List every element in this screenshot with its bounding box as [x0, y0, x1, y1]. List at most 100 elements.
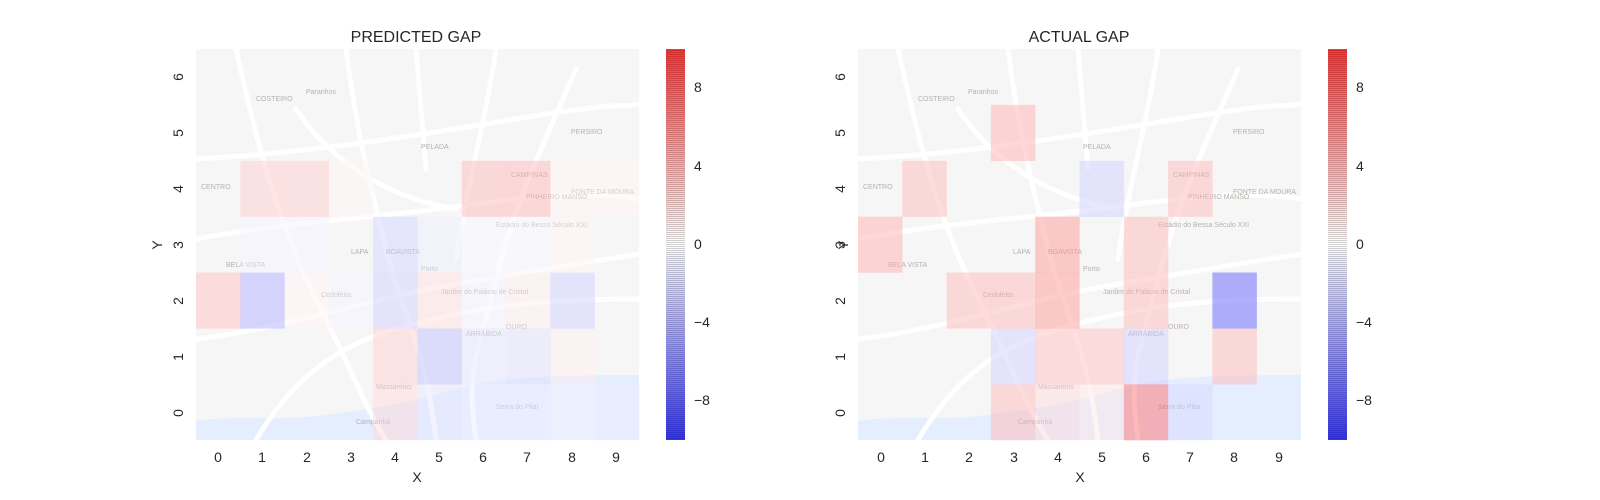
- x-tick-label: 3: [347, 449, 355, 465]
- colorbar-tick-label: −8: [1356, 392, 1372, 408]
- y-tick-label: 1: [832, 353, 848, 361]
- heatmap-cell: [328, 384, 374, 441]
- heatmap-cell: [858, 104, 903, 162]
- heatmap-cell: [990, 216, 1036, 273]
- heatmap-cell: [1123, 104, 1169, 162]
- x-tick-label: 5: [435, 449, 443, 465]
- heatmap-cell: [858, 272, 903, 329]
- heatmap-cell: [1079, 160, 1125, 217]
- x-tick-label: 8: [568, 449, 576, 465]
- heatmap-cell: [328, 104, 374, 162]
- y-tick-label: 0: [170, 409, 186, 417]
- heatmap-cell: [1035, 49, 1080, 106]
- heatmap-cell: [328, 49, 374, 106]
- heatmap-cell: [373, 272, 418, 329]
- x-tick-label: 6: [479, 449, 487, 465]
- map-label: Campanhã: [356, 419, 390, 426]
- colorbar-tick-label: 4: [694, 158, 702, 174]
- actual-y-axis-label: Y: [835, 240, 851, 250]
- map-label: LAPA: [1013, 249, 1031, 256]
- heatmap-cell: [946, 216, 992, 273]
- heatmap-cell: [196, 49, 241, 106]
- heatmap-cell: [284, 384, 330, 441]
- heatmap-cell: [550, 216, 595, 273]
- y-tick-label: 5: [170, 129, 186, 137]
- actual-y-ticks: 0 1 2 3 4 5 6: [832, 73, 848, 417]
- predicted-x-ticks: 0 1 2 3 4 5 6 7 8 9: [214, 449, 620, 465]
- y-tick-label: 0: [832, 409, 848, 417]
- heatmap-cell: [1256, 216, 1302, 273]
- heatmap-cell: [196, 160, 241, 217]
- heatmap-cell: [1123, 160, 1169, 217]
- colorbar-hatch: [666, 49, 685, 440]
- heatmap-cell: [550, 104, 595, 162]
- map-label: Estádio do Bessa Século XXI: [1158, 222, 1249, 229]
- heatmap-cell: [373, 328, 418, 385]
- heatmap-cell: [1212, 104, 1257, 162]
- heatmap-cell: [946, 160, 992, 217]
- heatmap-cell: [1168, 384, 1213, 441]
- map-label: PINHEIRO MANSO: [1188, 194, 1250, 201]
- colorbar-tick-label: 8: [1356, 79, 1364, 95]
- x-tick-label: 2: [965, 449, 973, 465]
- heatmap-cell: [858, 49, 903, 106]
- map-label: CENTRO: [863, 184, 893, 191]
- heatmap-cell: [550, 384, 595, 441]
- heatmap-cell: [990, 49, 1036, 106]
- map-road: [413, 46, 429, 172]
- actual-colorbar: 8 4 0 −4 −8: [1328, 49, 1372, 440]
- map-label: COSTEIRO: [256, 96, 293, 103]
- x-tick-label: 0: [214, 449, 222, 465]
- x-tick-label: 0: [877, 449, 885, 465]
- heatmap-cell: [284, 104, 330, 162]
- heatmap-cell: [373, 384, 418, 441]
- x-tick-label: 7: [523, 449, 531, 465]
- heatmap-cell: [196, 272, 241, 329]
- heatmap-cell: [240, 160, 285, 217]
- y-tick-label: 1: [170, 353, 186, 361]
- heatmap-cell: [858, 216, 903, 273]
- actual-heatmap-cells: [858, 49, 1302, 441]
- heatmap-cell: [461, 104, 507, 162]
- heatmap-cell: [990, 272, 1036, 329]
- heatmap-cell: [417, 160, 463, 217]
- heatmap-cell: [1212, 272, 1257, 329]
- colorbar-tick-label: −8: [694, 392, 710, 408]
- heatmap-cell: [550, 272, 595, 329]
- map-road: [855, 251, 1304, 342]
- x-tick-label: 4: [1054, 449, 1062, 465]
- x-tick-label: 1: [258, 449, 266, 465]
- y-tick-label: 3: [170, 241, 186, 249]
- heatmap-cell: [1035, 216, 1080, 273]
- y-tick-label: 4: [170, 185, 186, 193]
- heatmap-cell: [946, 49, 992, 106]
- heatmap-cell: [240, 328, 285, 385]
- heatmap-cell: [1035, 384, 1080, 441]
- heatmap-cell: [1079, 216, 1125, 273]
- heatmap-cell: [1256, 160, 1302, 217]
- heatmap-cell: [1035, 272, 1080, 329]
- heatmap-cell: [240, 104, 285, 162]
- heatmap-cell: [1079, 272, 1125, 329]
- predicted-colorbar: 8 4 0 −4 −8: [666, 49, 710, 440]
- y-tick-label: 5: [832, 129, 848, 137]
- heatmap-cell: [506, 272, 551, 329]
- actual-x-ticks: 0 1 2 3 4 5 6 7 8 9: [877, 449, 1283, 465]
- heatmap-cell: [1212, 216, 1257, 273]
- heatmap-cell: [1035, 328, 1080, 385]
- heatmap-cell: [858, 160, 903, 217]
- y-tick-label: 2: [832, 297, 848, 305]
- heatmap-cell: [417, 384, 463, 441]
- x-tick-label: 1: [921, 449, 929, 465]
- heatmap-cell: [550, 160, 595, 217]
- heatmap-cell: [902, 272, 947, 329]
- map-road: [1075, 46, 1091, 172]
- predicted-y-axis-label: Y: [149, 240, 165, 250]
- x-tick-label: 7: [1186, 449, 1194, 465]
- heatmap-cell: [902, 160, 947, 217]
- map-label: OURO: [1168, 324, 1190, 331]
- heatmap-cell: [461, 384, 507, 441]
- heatmap-cell: [240, 384, 285, 441]
- heatmap-cell: [902, 384, 947, 441]
